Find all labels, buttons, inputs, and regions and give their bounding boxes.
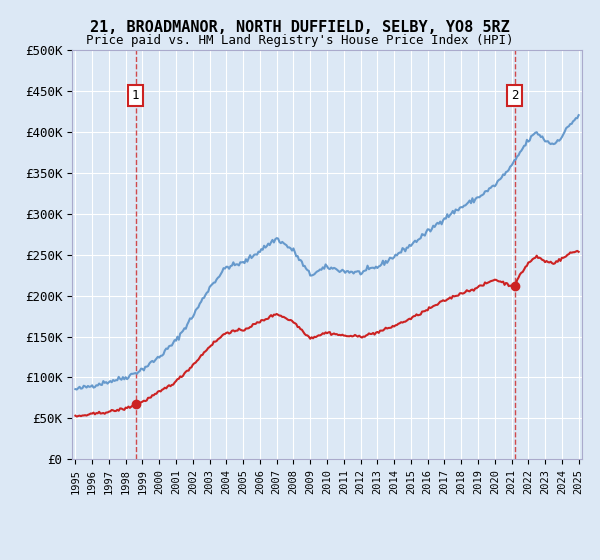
Text: 2: 2 bbox=[511, 89, 518, 102]
Text: 1: 1 bbox=[132, 89, 139, 102]
Text: 21, BROADMANOR, NORTH DUFFIELD, SELBY, YO8 5RZ: 21, BROADMANOR, NORTH DUFFIELD, SELBY, Y… bbox=[90, 20, 510, 35]
Text: Price paid vs. HM Land Registry's House Price Index (HPI): Price paid vs. HM Land Registry's House … bbox=[86, 34, 514, 46]
